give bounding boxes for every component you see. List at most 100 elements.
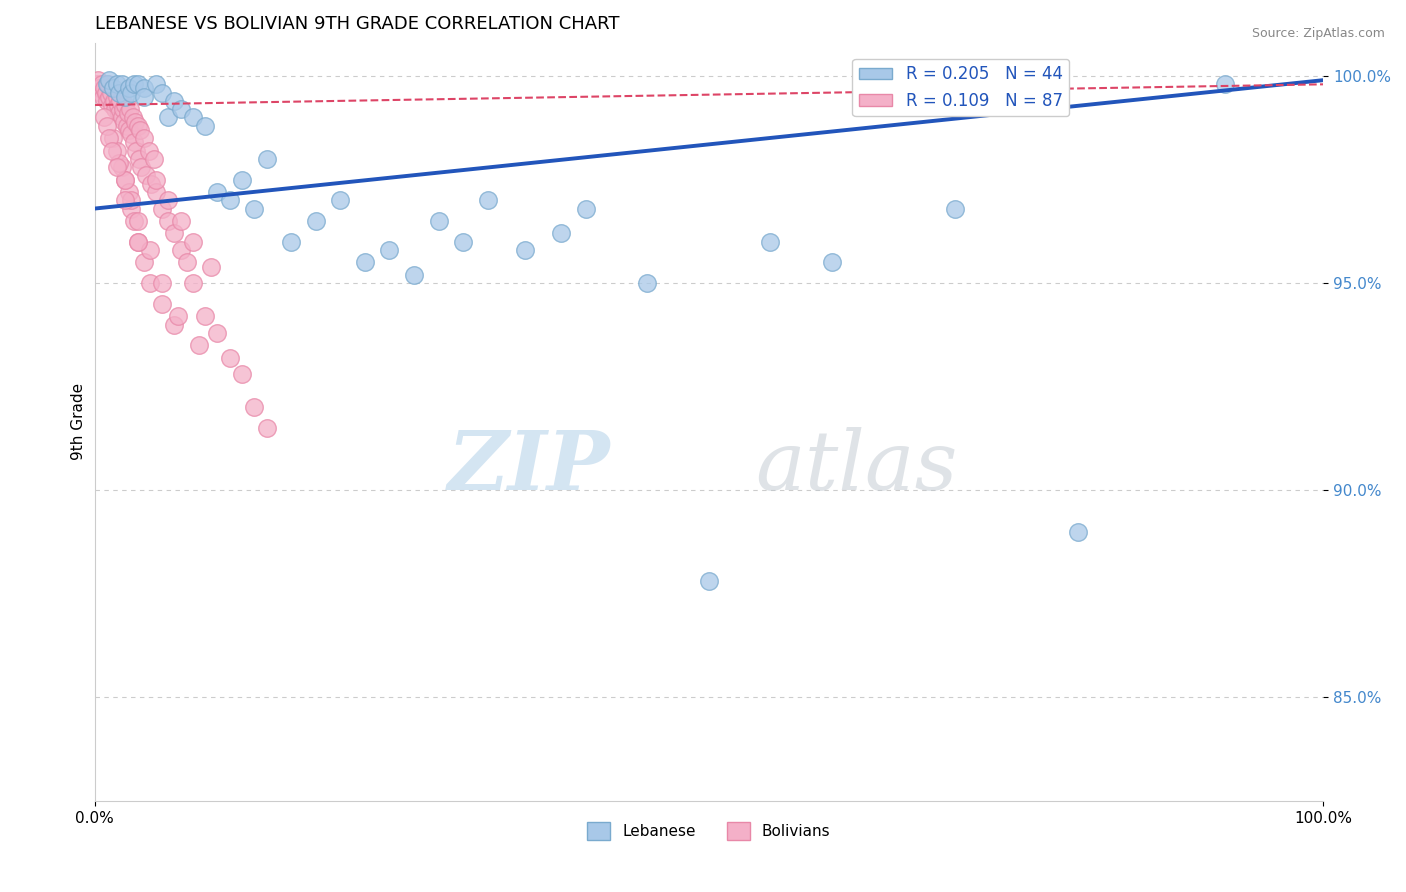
Point bbox=[1066, 524, 1088, 539]
Point bbox=[94, 86, 117, 100]
Point bbox=[378, 243, 401, 257]
Point bbox=[132, 89, 155, 103]
Point bbox=[118, 81, 141, 95]
Point bbox=[100, 86, 122, 100]
Point bbox=[207, 185, 229, 199]
Point bbox=[110, 94, 132, 108]
Point bbox=[145, 172, 167, 186]
Point bbox=[112, 114, 135, 128]
Point bbox=[127, 235, 149, 249]
Point bbox=[231, 368, 253, 382]
Point bbox=[105, 78, 128, 92]
Point bbox=[122, 78, 145, 92]
Point bbox=[451, 235, 474, 249]
Point bbox=[122, 214, 145, 228]
Point bbox=[157, 214, 180, 228]
Point bbox=[132, 81, 155, 95]
Point bbox=[121, 111, 143, 125]
Point bbox=[194, 310, 217, 324]
Point bbox=[150, 276, 173, 290]
Legend: Lebanese, Bolivians: Lebanese, Bolivians bbox=[581, 815, 837, 847]
Point bbox=[127, 119, 149, 133]
Point bbox=[104, 102, 127, 116]
Point bbox=[105, 144, 128, 158]
Point bbox=[637, 276, 659, 290]
Point bbox=[87, 73, 110, 87]
Point bbox=[188, 338, 211, 352]
Point bbox=[98, 131, 121, 145]
Point bbox=[101, 81, 124, 95]
Point bbox=[329, 194, 352, 208]
Point bbox=[243, 401, 266, 415]
Point bbox=[150, 297, 173, 311]
Point bbox=[90, 86, 112, 100]
Point bbox=[145, 185, 167, 199]
Point bbox=[169, 243, 191, 257]
Point bbox=[127, 78, 149, 92]
Point bbox=[759, 235, 782, 249]
Point bbox=[103, 94, 125, 108]
Point bbox=[120, 102, 142, 116]
Point bbox=[96, 78, 118, 92]
Point bbox=[96, 94, 118, 108]
Point bbox=[100, 98, 122, 112]
Point bbox=[231, 172, 253, 186]
Point bbox=[157, 111, 180, 125]
Point bbox=[181, 235, 204, 249]
Point bbox=[91, 78, 114, 92]
Point bbox=[114, 194, 136, 208]
Point bbox=[114, 89, 136, 103]
Point bbox=[943, 202, 966, 216]
Point bbox=[207, 326, 229, 340]
Point bbox=[125, 144, 148, 158]
Point bbox=[181, 276, 204, 290]
Point bbox=[127, 214, 149, 228]
Point bbox=[128, 152, 150, 166]
Point bbox=[138, 144, 160, 158]
Point bbox=[98, 89, 121, 103]
Point bbox=[550, 227, 572, 241]
Point bbox=[427, 214, 450, 228]
Point bbox=[150, 86, 173, 100]
Point bbox=[181, 111, 204, 125]
Point bbox=[129, 160, 152, 174]
Point bbox=[91, 89, 114, 103]
Point bbox=[110, 160, 132, 174]
Point bbox=[402, 268, 425, 282]
Point bbox=[124, 114, 146, 128]
Point bbox=[120, 194, 142, 208]
Point bbox=[1213, 78, 1236, 92]
Point bbox=[115, 119, 138, 133]
Point bbox=[243, 202, 266, 216]
Point bbox=[96, 119, 118, 133]
Y-axis label: 9th Grade: 9th Grade bbox=[72, 384, 86, 460]
Point bbox=[167, 310, 190, 324]
Text: atlas: atlas bbox=[755, 427, 957, 508]
Point bbox=[821, 255, 844, 269]
Point bbox=[354, 255, 377, 269]
Point bbox=[100, 144, 122, 158]
Point bbox=[120, 86, 142, 100]
Point bbox=[575, 202, 598, 216]
Point bbox=[114, 172, 136, 186]
Point bbox=[142, 152, 165, 166]
Point bbox=[97, 78, 120, 92]
Text: Source: ZipAtlas.com: Source: ZipAtlas.com bbox=[1251, 27, 1385, 40]
Point bbox=[107, 98, 129, 112]
Point bbox=[105, 160, 128, 174]
Point bbox=[163, 318, 186, 332]
Point bbox=[169, 102, 191, 116]
Point bbox=[150, 202, 173, 216]
Point bbox=[132, 255, 155, 269]
Point bbox=[135, 169, 157, 183]
Point bbox=[93, 111, 115, 125]
Point bbox=[163, 227, 186, 241]
Point bbox=[118, 123, 141, 137]
Text: LEBANESE VS BOLIVIAN 9TH GRADE CORRELATION CHART: LEBANESE VS BOLIVIAN 9TH GRADE CORRELATI… bbox=[94, 15, 619, 33]
Point bbox=[108, 106, 131, 120]
Point bbox=[108, 86, 131, 100]
Point bbox=[98, 73, 121, 87]
Point bbox=[305, 214, 328, 228]
Point bbox=[513, 243, 536, 257]
Point bbox=[127, 235, 149, 249]
